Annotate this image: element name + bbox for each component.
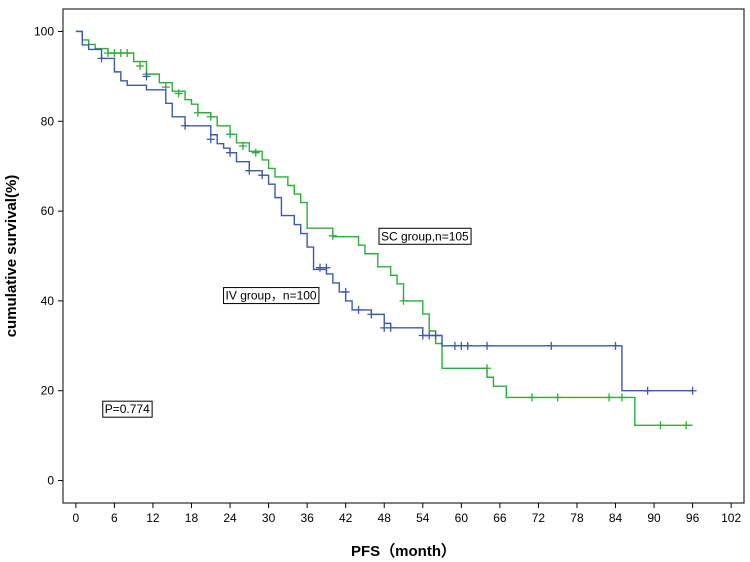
censor-mark-sc [193,108,202,117]
x-tick-label: 12 [146,511,160,525]
censor-mark-iv [142,72,151,81]
x-tick-label: 24 [223,511,237,525]
censor-mark-iv [341,287,350,296]
censor-mark-sc [251,148,260,157]
censor-mark-iv [688,386,697,395]
annotation-layer: SC group,n=105 IV group，n=100 P=0.774 [102,227,472,418]
x-tick-label: 0 [73,511,80,525]
censor-mark-iv [354,305,363,314]
y-tick-label: 80 [41,114,55,128]
censor-mark-iv [258,171,267,180]
x-tick-label: 78 [570,511,584,525]
censor-mark-iv [386,323,395,332]
censor-mark-iv [367,310,376,319]
series-line-iv [75,30,693,392]
censor-mark-iv [431,331,440,340]
censor-mark-sc [553,393,562,402]
censor-mark-iv [97,54,106,63]
annotation-box [223,287,320,305]
annotation-iv: IV group，n=100 [223,287,320,305]
censor-mark-iv [245,166,254,175]
x-tick-label: 60 [455,511,469,525]
y-tick-label: 100 [34,24,54,38]
plot-area-frame [62,8,745,504]
x-tick-label: 72 [532,511,546,525]
annotation-sc: SC group,n=105 [378,227,472,245]
censor-mark-sc [527,393,536,402]
censor-mark-sc [123,49,132,58]
censor-mark-iv [611,341,620,350]
censor-mark-iv [483,341,492,350]
annotation-p: P=0.774 [102,400,153,418]
x-axis-label: PFS（month） [351,542,456,560]
x-tick-label: 48 [378,511,392,525]
x-axis: 0 6 12 18 24 30 36 42 48 54 60 66 72 78 84 90 96 102 [73,503,741,525]
annotation-box [378,227,472,245]
x-tick-label: 36 [300,511,314,525]
censor-mark-sc [617,393,626,402]
y-tick-label: 20 [41,384,55,398]
y-tick-label: 0 [47,474,54,488]
x-tick-label: 102 [721,511,741,525]
censor-mark-sc [226,130,235,139]
censor-mark-iv [643,386,652,395]
censor-mark-iv [226,148,235,157]
annotation-text: IV group，n=100 [226,289,317,303]
x-tick-label: 18 [185,511,199,525]
x-tick-label: 6 [111,511,118,525]
x-tick-label: 96 [686,511,700,525]
y-tick-label: 40 [41,294,55,308]
series-layer [75,30,697,430]
censor-mark-sc [206,112,215,121]
censor-mark-sc [682,421,691,430]
x-tick-label: 84 [609,511,623,525]
censor-mark-sc [174,89,183,98]
censor-mark-sc [605,393,614,402]
annotation-text: SC group,n=105 [381,229,469,243]
x-tick-label: 90 [647,511,661,525]
y-axis: 0 20 40 60 80 100 [34,24,63,488]
censor-mark-iv [547,341,556,350]
censor-mark-sc [238,141,247,150]
x-tick-label: 54 [416,511,430,525]
censor-mark-iv [181,121,190,130]
x-tick-label: 66 [493,511,507,525]
censor-mark-iv [206,135,215,144]
censor-mark-sc [328,231,337,240]
x-tick-label: 30 [262,511,276,525]
series-iv [75,30,697,395]
censor-mark-sc [656,421,665,430]
censor-mark-sc [399,296,408,305]
censor-mark-iv [322,263,331,272]
y-axis-label: cumulative survival(%) [3,175,20,338]
censor-mark-iv [463,341,472,350]
x-tick-label: 42 [339,511,353,525]
annotation-box [102,400,153,418]
series-line-sc [75,30,693,427]
annotation-text: P=0.774 [105,402,150,416]
censor-mark-sc [483,364,492,373]
y-tick-label: 60 [41,204,55,218]
censor-mark-sc [136,62,145,71]
